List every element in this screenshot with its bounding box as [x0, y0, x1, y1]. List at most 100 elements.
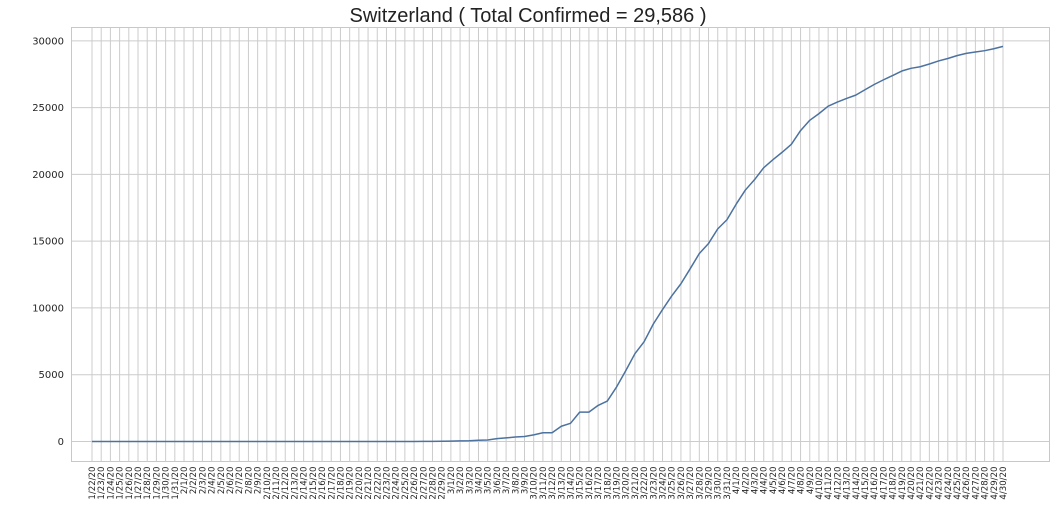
- x-tick-label: 2/8/20: [244, 467, 254, 495]
- x-tick-label: 1/22/20: [88, 467, 98, 500]
- x-tick-label: 4/12/20: [833, 467, 843, 500]
- y-gridlines: [71, 40, 1050, 442]
- x-tick-label: 4/24/20: [944, 467, 954, 500]
- x-tick-label: 1/24/20: [106, 467, 116, 500]
- x-tick-label: 3/14/20: [567, 467, 577, 500]
- x-tick-label: 2/20/20: [355, 467, 365, 500]
- x-tick-label: 4/5/20: [769, 467, 779, 495]
- x-tick-label: 3/6/20: [493, 467, 503, 495]
- x-tick-label: 3/30/20: [714, 467, 724, 500]
- x-tick-label: 4/13/20: [843, 467, 853, 500]
- x-tick-label: 1/28/20: [143, 467, 153, 500]
- x-tick-label: 2/27/20: [419, 467, 429, 500]
- x-tick-label: 3/18/20: [603, 467, 613, 500]
- x-tick-label: 2/4/20: [208, 467, 218, 495]
- x-tick-label: 3/3/20: [465, 467, 475, 495]
- x-tick-label: 2/16/20: [318, 467, 328, 500]
- chart-title: Switzerland ( Total Confirmed = 29,586 ): [349, 5, 706, 27]
- x-tick-label: 2/25/20: [401, 467, 411, 500]
- y-tick-label: 0: [58, 437, 64, 448]
- x-tick-label: 4/27/20: [971, 467, 981, 500]
- x-tick-label: 3/27/20: [686, 467, 696, 500]
- x-tick-label: 3/26/20: [677, 467, 687, 500]
- x-tick-label: 3/12/20: [548, 467, 558, 500]
- x-tick-label: 4/3/20: [751, 467, 761, 495]
- x-tick-label: 4/17/20: [879, 467, 889, 500]
- y-tick-labels: 0 5000 10000 15000 20000 25000 30000: [32, 36, 64, 448]
- x-tick-label: 2/10/20: [263, 467, 273, 500]
- y-tick-label: 25000: [32, 103, 64, 114]
- x-tick-label: 4/11/20: [824, 467, 834, 500]
- x-tick-label: 3/9/20: [520, 467, 530, 495]
- x-gridlines: [91, 27, 1004, 462]
- x-tick-label: 3/11/20: [539, 467, 549, 500]
- x-tick-label: 3/15/20: [576, 467, 586, 500]
- x-tick-label: 2/14/20: [300, 467, 310, 500]
- x-tick-label: 2/19/20: [346, 467, 356, 500]
- x-tick-label: 4/23/20: [935, 467, 945, 500]
- x-tick-label: 3/13/20: [557, 467, 567, 500]
- x-tick-label: 4/9/20: [806, 467, 816, 495]
- x-tick-label: 1/25/20: [116, 467, 126, 500]
- x-tick-label: 4/16/20: [870, 467, 880, 500]
- x-tick-label: 3/8/20: [511, 467, 521, 495]
- x-tick-label: 3/19/20: [613, 467, 623, 500]
- plot-frame: [71, 27, 1050, 462]
- x-tick-label: 4/26/20: [962, 467, 972, 500]
- x-tick-label: 3/1/20: [447, 467, 457, 495]
- y-tick-label: 5000: [39, 370, 64, 381]
- x-tick-label: 2/28/20: [428, 467, 438, 500]
- x-tick-label: 3/7/20: [502, 467, 512, 495]
- x-tick-label: 2/13/20: [290, 467, 300, 500]
- x-tick-label: 4/21/20: [916, 467, 926, 500]
- x-tick-label: 4/4/20: [760, 467, 770, 495]
- x-tick-label: 2/29/20: [438, 467, 448, 500]
- x-tick-label: 4/8/20: [797, 467, 807, 495]
- x-tick-label: 1/29/20: [152, 467, 162, 500]
- x-tick-label: 2/6/20: [226, 467, 236, 495]
- x-tick-label: 1/23/20: [97, 467, 107, 500]
- x-tick-label: 3/21/20: [631, 467, 641, 500]
- x-tick-label: 2/21/20: [364, 467, 374, 500]
- x-tick-labels: 1/22/20 1/23/20 1/24/20 1/25/20 1/26/20 1/27/…: [88, 467, 1009, 500]
- x-tick-label: 4/15/20: [861, 467, 871, 500]
- x-tick-label: 3/22/20: [640, 467, 650, 500]
- x-tick-label: 3/28/20: [695, 467, 705, 500]
- x-tick-label: 1/31/20: [171, 467, 181, 500]
- x-tick-label: 2/2/20: [189, 467, 199, 495]
- y-tick-label: 10000: [32, 303, 64, 314]
- x-tick-label: 2/9/20: [254, 467, 264, 495]
- x-tick-label: 3/31/20: [723, 467, 733, 500]
- series-line: [92, 45, 1004, 443]
- x-tick-label: 4/29/20: [990, 467, 1000, 500]
- x-tick-label: 2/18/20: [336, 467, 346, 500]
- x-tick-label: 3/24/20: [659, 467, 669, 500]
- y-tick-label: 20000: [32, 170, 64, 181]
- x-tick-label: 2/5/20: [217, 467, 227, 495]
- x-tick-label: 2/24/20: [392, 467, 402, 500]
- x-tick-label: 2/22/20: [373, 467, 383, 500]
- x-tick-label: 4/2/20: [741, 467, 751, 495]
- x-tick-label: 2/23/20: [382, 467, 392, 500]
- x-tick-label: 2/3/20: [198, 467, 208, 495]
- x-tick-label: 3/16/20: [585, 467, 595, 500]
- x-tick-label: 2/15/20: [309, 467, 319, 500]
- x-tick-label: 3/25/20: [668, 467, 678, 500]
- x-tick-label: 3/17/20: [594, 467, 604, 500]
- x-tick-label: 2/7/20: [235, 467, 245, 495]
- x-tick-label: 3/2/20: [456, 467, 466, 495]
- x-tick-label: 4/7/20: [787, 467, 797, 495]
- x-tick-label: 4/28/20: [981, 467, 991, 500]
- x-tick-label: 1/26/20: [125, 467, 135, 500]
- x-tick-label: 2/1/20: [180, 467, 190, 495]
- x-tick-label: 4/22/20: [925, 467, 935, 500]
- x-tick-label: 4/20/20: [907, 467, 917, 500]
- x-tick-label: 4/10/20: [815, 467, 825, 500]
- x-tick-label: 1/30/20: [162, 467, 172, 500]
- x-tick-label: 2/17/20: [327, 467, 337, 500]
- x-tick-label: 3/5/20: [484, 467, 494, 495]
- y-tick-label: 30000: [32, 36, 64, 47]
- x-tick-label: 4/30/20: [999, 467, 1009, 500]
- x-tick-label: 4/6/20: [778, 467, 788, 495]
- x-tick-label: 3/20/20: [622, 467, 632, 500]
